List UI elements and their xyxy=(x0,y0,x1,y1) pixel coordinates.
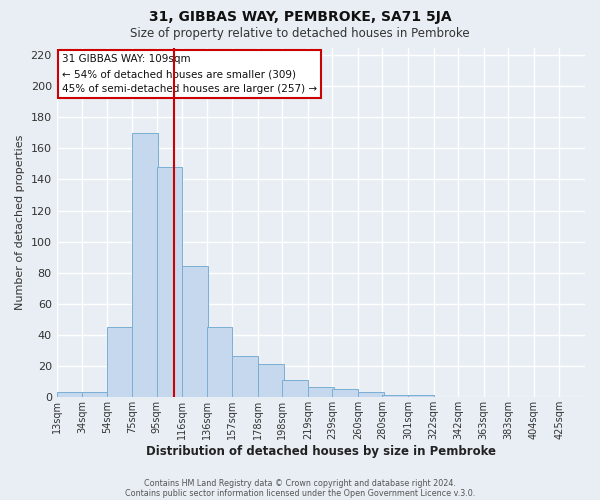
Bar xyxy=(358,392,383,397)
Text: 31, GIBBAS WAY, PEMBROKE, SA71 5JA: 31, GIBBAS WAY, PEMBROKE, SA71 5JA xyxy=(149,10,451,24)
Bar xyxy=(308,388,334,397)
Text: 31 GIBBAS WAY: 109sqm
← 54% of detached houses are smaller (309)
45% of semi-det: 31 GIBBAS WAY: 109sqm ← 54% of detached … xyxy=(62,54,317,94)
Bar xyxy=(107,327,133,397)
Bar xyxy=(56,392,82,397)
Bar xyxy=(408,395,434,397)
Bar xyxy=(133,133,158,397)
Bar xyxy=(332,389,358,397)
Bar xyxy=(157,167,182,397)
Bar xyxy=(283,380,308,397)
Bar xyxy=(258,364,284,397)
X-axis label: Distribution of detached houses by size in Pembroke: Distribution of detached houses by size … xyxy=(146,444,496,458)
Bar xyxy=(232,356,258,397)
Bar xyxy=(82,392,108,397)
Bar xyxy=(207,327,232,397)
Text: Contains HM Land Registry data © Crown copyright and database right 2024.: Contains HM Land Registry data © Crown c… xyxy=(144,478,456,488)
Bar xyxy=(382,395,408,397)
Y-axis label: Number of detached properties: Number of detached properties xyxy=(15,134,25,310)
Bar xyxy=(182,266,208,397)
Text: Contains public sector information licensed under the Open Government Licence v.: Contains public sector information licen… xyxy=(125,488,475,498)
Text: Size of property relative to detached houses in Pembroke: Size of property relative to detached ho… xyxy=(130,28,470,40)
